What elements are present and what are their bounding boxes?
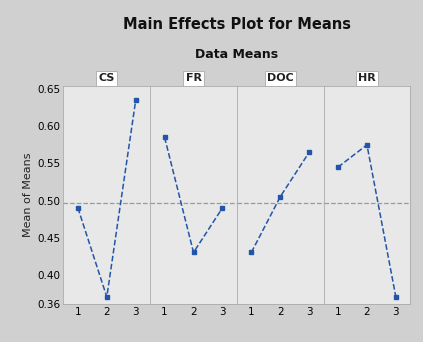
Title: CS: CS — [99, 73, 115, 83]
Text: Main Effects Plot for Means: Main Effects Plot for Means — [123, 17, 351, 32]
Title: FR: FR — [186, 73, 201, 83]
Title: HR: HR — [358, 73, 376, 83]
Title: DOC: DOC — [267, 73, 294, 83]
Y-axis label: Mean of Means: Mean of Means — [23, 153, 33, 237]
Text: Data Means: Data Means — [195, 48, 278, 61]
